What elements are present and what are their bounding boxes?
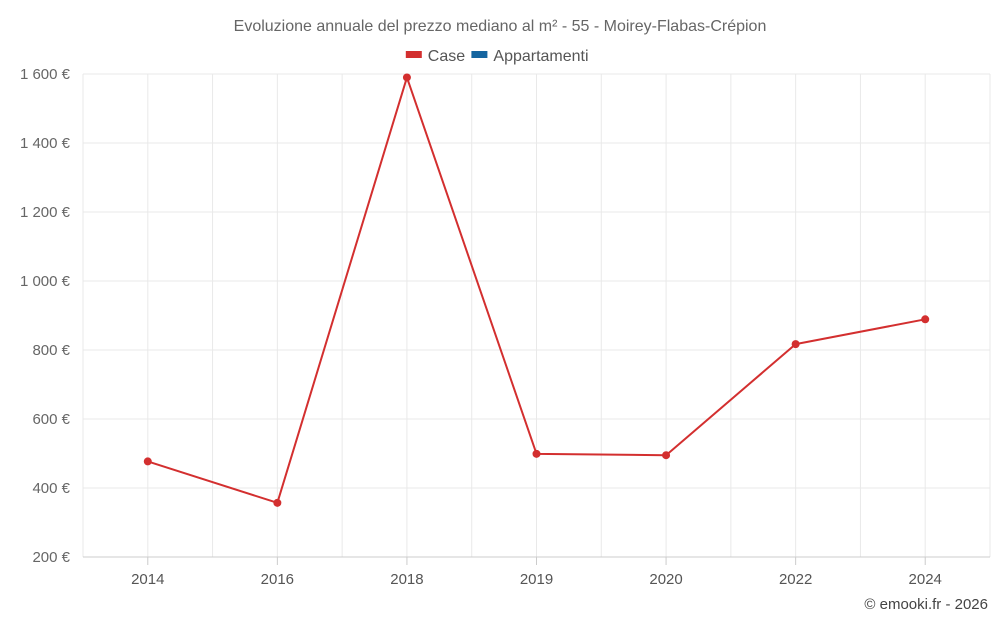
data-point[interactable] — [791, 340, 800, 349]
legend: Case Appartamenti — [405, 48, 589, 65]
grid — [82, 73, 991, 558]
x-tick-label: 2024 — [909, 571, 942, 588]
x-tick-label: 2014 — [131, 571, 164, 588]
y-tick-label: 1 200 € — [20, 204, 71, 221]
data-point[interactable] — [143, 457, 152, 466]
x-tick-label: 2018 — [390, 571, 423, 588]
y-tick-label: 600 € — [32, 411, 70, 428]
data-point[interactable] — [273, 498, 282, 507]
chart-title: Evoluzione annuale del prezzo mediano al… — [234, 18, 767, 35]
x-tick-label: 2022 — [779, 571, 812, 588]
data-point[interactable] — [402, 73, 411, 82]
y-tick-label: 200 € — [32, 549, 70, 566]
x-tick-label: 2016 — [261, 571, 294, 588]
x-tick-label: 2020 — [649, 571, 682, 588]
data-point[interactable] — [921, 315, 930, 324]
y-tick-label: 800 € — [32, 342, 70, 359]
axes: 200 € 400 € 600 € 800 € 1 000 € 1 200 € 1 400 … — [20, 66, 990, 588]
y-tick-label: 1 000 € — [20, 273, 71, 290]
legend-swatch[interactable] — [405, 51, 422, 58]
data-point[interactable] — [532, 449, 541, 458]
legend-label[interactable]: Case — [428, 48, 465, 65]
x-tick-label: 2019 — [520, 571, 553, 588]
data-point[interactable] — [662, 451, 671, 460]
series — [143, 73, 930, 507]
legend-label[interactable]: Appartamenti — [493, 48, 588, 65]
y-tick-label: 1 400 € — [20, 135, 71, 152]
credit-text: © emooki.fr - 2026 — [864, 596, 988, 613]
y-tick-label: 1 600 € — [20, 66, 71, 83]
y-tick-label: 400 € — [32, 480, 70, 497]
legend-swatch[interactable] — [471, 51, 488, 58]
